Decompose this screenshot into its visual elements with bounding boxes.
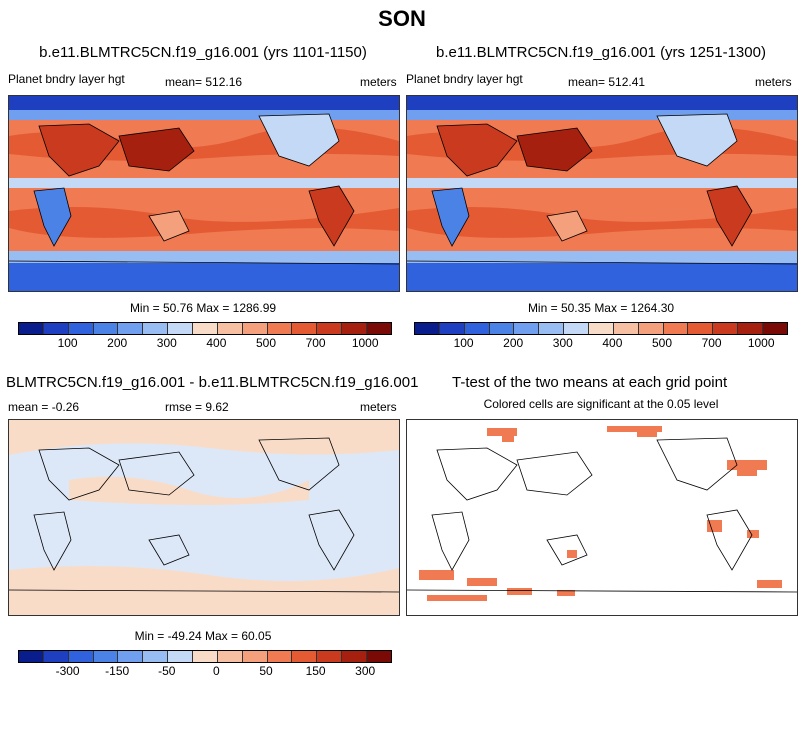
colorbar-swatch (217, 323, 243, 334)
colorbar-swatch (292, 651, 318, 662)
colorbar-swatch (342, 323, 368, 334)
colorbar-bottom-left (18, 650, 392, 663)
panel-bl-units: meters (360, 400, 397, 414)
colorbar-tick-label: 500 (255, 336, 277, 350)
colorbar-tick-label: 150 (305, 664, 326, 678)
panel-tr-mean: mean= 512.41 (568, 75, 646, 89)
colorbar-tick-label: 100 (453, 336, 474, 350)
colorbar-swatch (539, 323, 565, 334)
colorbar-swatch (738, 323, 764, 334)
panel-tl-minmax: Min = 50.76 Max = 1286.99 (129, 301, 277, 315)
panel-tr-minmax: Min = 50.35 Max = 1264.30 (527, 301, 675, 315)
colorbar-swatch (439, 323, 465, 334)
colorbar-tick-label: 300 (156, 336, 177, 350)
colorbar-swatch (267, 651, 293, 662)
colorbar-swatch (242, 323, 268, 334)
map-panel-bottom-right (406, 419, 798, 616)
panel-br-title: T-test of the two means at each grid poi… (452, 374, 728, 391)
colorbar-swatch (514, 323, 540, 334)
colorbar-swatch (489, 323, 515, 334)
colorbar-swatch (143, 651, 169, 662)
map-panel-bottom-left (8, 419, 400, 616)
colorbar-swatch (193, 323, 218, 334)
colorbar-tick-label: -150 (105, 664, 130, 678)
colorbar-tick-label: 300 (355, 664, 376, 678)
colorbar-tick-label: 1000 (351, 336, 379, 350)
colorbar-tick-label: 500 (651, 336, 673, 350)
colorbar-swatch (564, 323, 590, 334)
panel-tl-mean: mean= 512.16 (165, 75, 243, 89)
colorbar-swatch (367, 323, 391, 334)
colorbar-tick-label: 700 (305, 336, 326, 350)
colorbar-tick-label: 400 (602, 336, 623, 350)
colorbar-tick-label: 100 (57, 336, 78, 350)
colorbar-swatch (168, 651, 194, 662)
panel-bl-minmax: Min = -49.24 Max = 60.05 (134, 629, 272, 643)
panel-tr-title: b.e11.BLMTRC5CN.f19_g16.001 (yrs 1251-13… (436, 44, 766, 61)
colorbar-swatch (688, 323, 714, 334)
colorbar-tick-label: -50 (158, 664, 176, 678)
colorbar-tick-label: 50 (259, 664, 273, 678)
colorbar-swatch (93, 651, 119, 662)
colorbar-swatch (217, 651, 243, 662)
colorbar-swatch (19, 323, 44, 334)
colorbar-swatch (68, 651, 94, 662)
map-panel-top-right (406, 95, 798, 292)
panel-tr-units: meters (755, 75, 792, 89)
colorbar-swatch (713, 323, 739, 334)
colorbar-tick-label: 0 (213, 664, 220, 678)
panel-bl-mean: mean = -0.26 (8, 400, 80, 414)
colorbar-top-left (18, 322, 392, 335)
colorbar-swatch (589, 323, 614, 334)
colorbar-swatch (464, 323, 490, 334)
colorbar-swatch (317, 323, 343, 334)
colorbar-swatch (317, 651, 343, 662)
colorbar-top-right (414, 322, 788, 335)
panel-bl-title: BLMTRC5CN.f19_g16.001 - b.e11.BLMTRC5CN.… (6, 374, 419, 391)
colorbar-swatch (367, 651, 391, 662)
colorbar-swatch (118, 323, 144, 334)
colorbar-tick-label: 1000 (747, 336, 775, 350)
colorbar-swatch (43, 651, 69, 662)
colorbar-swatch (342, 651, 368, 662)
colorbar-tick-label: 300 (552, 336, 573, 350)
panel-bl-rmse: rmse = 9.62 (165, 400, 229, 414)
colorbar-tick-label: 700 (701, 336, 722, 350)
colorbar-swatch (613, 323, 639, 334)
colorbar-swatch (292, 323, 318, 334)
colorbar-swatch (43, 323, 69, 334)
colorbar-tick-label: -300 (55, 664, 80, 678)
map-panel-top-left (8, 95, 400, 292)
panel-tl-variable: Planet bndry layer hgt (8, 72, 125, 86)
panel-tr-variable: Planet bndry layer hgt (406, 72, 523, 86)
panel-tl-title: b.e11.BLMTRC5CN.f19_g16.001 (yrs 1101-11… (39, 44, 367, 61)
figure-title: SON (378, 6, 426, 31)
colorbar-swatch (242, 651, 268, 662)
colorbar-swatch (763, 323, 787, 334)
colorbar-swatch (118, 651, 144, 662)
colorbar-tick-label: 200 (107, 336, 128, 350)
colorbar-swatch (19, 651, 44, 662)
panel-tl-units: meters (360, 75, 397, 89)
colorbar-swatch (68, 323, 94, 334)
colorbar-swatch (93, 323, 119, 334)
colorbar-swatch (638, 323, 664, 334)
colorbar-swatch (143, 323, 169, 334)
colorbar-swatch (168, 323, 194, 334)
panel-br-subtitle: Colored cells are significant at the 0.0… (483, 397, 719, 411)
colorbar-swatch (193, 651, 218, 662)
colorbar-swatch (663, 323, 689, 334)
colorbar-tick-label: 400 (206, 336, 227, 350)
colorbar-swatch (415, 323, 440, 334)
colorbar-swatch (267, 323, 293, 334)
colorbar-tick-label: 200 (503, 336, 524, 350)
